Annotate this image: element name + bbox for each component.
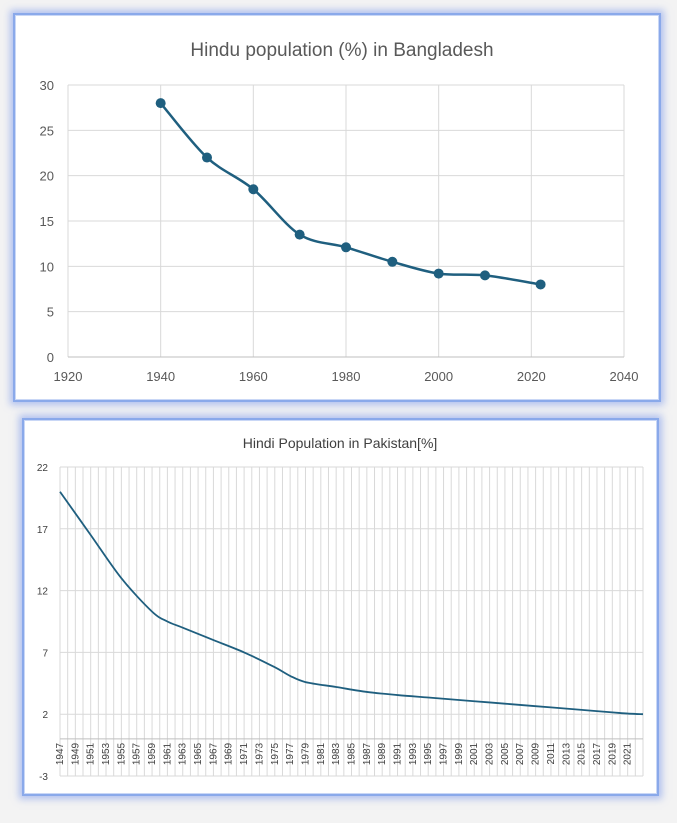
y-tick-label: 12 (37, 587, 49, 598)
x-tick-label: 1959 (147, 742, 158, 765)
bangladesh-chart-title: Hindu population (%) in Bangladesh (190, 40, 493, 61)
x-tick-label: 1951 (86, 742, 97, 765)
x-tick-label: 2040 (610, 369, 639, 384)
x-tick-label: 1971 (239, 742, 250, 765)
y-tick-label: 17 (37, 525, 49, 536)
data-point (248, 184, 259, 195)
x-tick-label: 1967 (208, 742, 219, 765)
x-tick-label: 2021 (623, 742, 634, 765)
x-tick-label: 1957 (132, 742, 143, 765)
x-tick-label: 1985 (347, 742, 358, 765)
x-tick-label: 2013 (561, 742, 572, 765)
data-point (480, 270, 490, 281)
x-tick-label: 1953 (101, 742, 112, 765)
bangladesh-gridlines (67, 84, 625, 358)
x-tick-label: 1975 (270, 742, 281, 765)
x-tick-label: 1973 (254, 742, 265, 765)
x-tick-label: 2007 (515, 742, 526, 765)
data-point (341, 242, 351, 253)
x-tick-label: 1969 (224, 742, 235, 765)
data-point (202, 152, 212, 163)
pakistan-chart-panel: Hindi Population in Pakistan[%] -3 2 7 12 17… (22, 418, 659, 796)
x-tick-label: 1981 (316, 742, 327, 765)
x-tick-label: 1940 (146, 369, 175, 384)
x-tick-label: 1993 (408, 742, 419, 765)
x-tick-label: 2015 (577, 742, 588, 765)
data-point (155, 98, 166, 109)
x-tick-label: 2003 (485, 742, 496, 765)
y-tick-label: 0 (47, 350, 54, 365)
y-tick-label: 5 (47, 305, 54, 320)
x-tick-label: 2011 (546, 742, 557, 764)
y-tick-label: 30 (40, 78, 54, 93)
x-tick-label: 2017 (592, 742, 603, 765)
y-tick-label: 2 (42, 710, 48, 721)
data-point (433, 268, 444, 279)
y-tick-label: 10 (40, 259, 54, 274)
x-tick-label: 1980 (332, 369, 361, 384)
data-point (387, 256, 398, 267)
pakistan-chart: Hindi Population in Pakistan[%] -3 2 7 12 17… (37, 435, 644, 783)
x-tick-label: 1983 (331, 742, 342, 765)
pakistan-chart-title: Hindi Population in Pakistan[%] (243, 435, 438, 451)
x-tick-label: 1991 (393, 742, 404, 765)
data-point (535, 279, 546, 290)
x-tick-label: 1979 (300, 742, 311, 765)
bangladesh-chart-panel: Hindu population (%) in Bangladesh 0 5 10 1… (13, 13, 661, 402)
x-tick-label: 2005 (500, 742, 511, 765)
x-tick-label: 1997 (439, 742, 450, 765)
x-tick-label: 2000 (424, 369, 453, 384)
x-tick-label: 1995 (423, 742, 434, 765)
x-tick-label: 2001 (469, 742, 480, 765)
series-line (59, 491, 644, 716)
y-tick-label: -3 (39, 772, 48, 783)
pakistan-gridlines (59, 466, 644, 777)
y-tick-label: 7 (42, 648, 48, 659)
x-tick-label: 1949 (70, 742, 81, 765)
x-tick-label: 1955 (116, 742, 127, 765)
data-point (294, 229, 305, 240)
x-tick-label: 2020 (517, 369, 546, 384)
x-tick-label: 1965 (193, 742, 204, 765)
x-tick-label: 1989 (377, 742, 388, 765)
x-tick-label: 1999 (454, 742, 465, 765)
x-tick-label: 1947 (55, 742, 66, 765)
x-tick-label: 1977 (285, 742, 296, 765)
x-tick-label: 1920 (54, 369, 83, 384)
y-tick-label: 20 (40, 169, 54, 184)
x-tick-label: 2019 (607, 742, 618, 765)
x-tick-label: 1961 (162, 742, 173, 765)
y-tick-label: 15 (40, 214, 54, 229)
x-tick-label: 2009 (531, 742, 542, 765)
y-tick-label: 22 (37, 463, 49, 474)
y-tick-label: 25 (40, 123, 54, 138)
x-tick-label: 1963 (178, 742, 189, 765)
x-tick-label: 1987 (362, 742, 373, 765)
bangladesh-chart: Hindu population (%) in Bangladesh 0 5 10 1… (40, 40, 639, 384)
x-tick-label: 1960 (239, 369, 268, 384)
